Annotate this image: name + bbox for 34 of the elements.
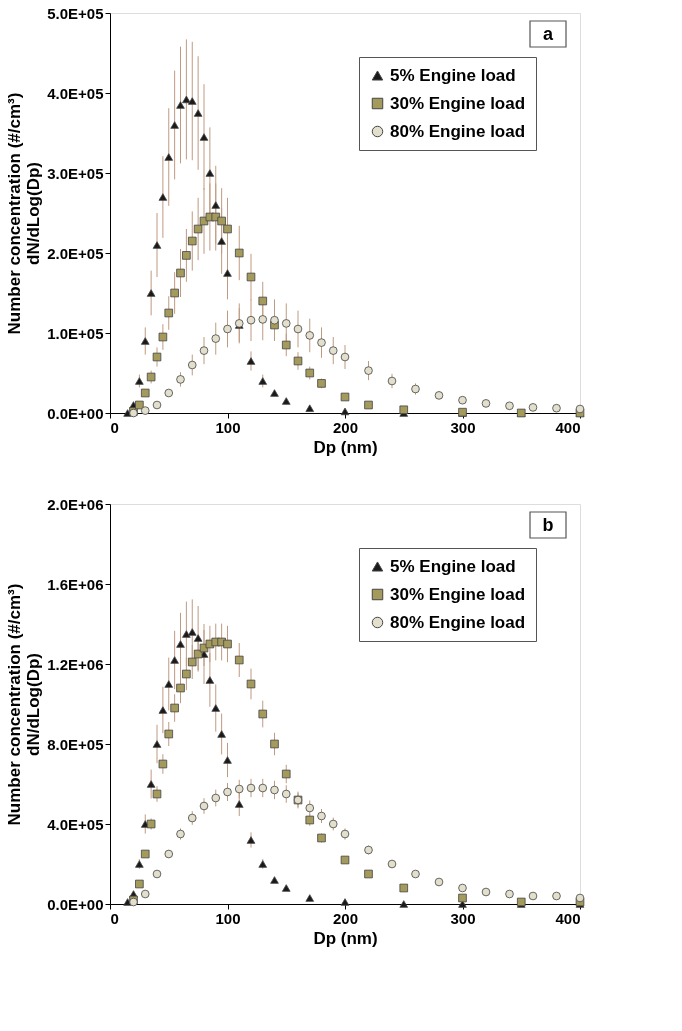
y-tick-label: 1.6E+06	[47, 575, 104, 593]
x-tick-label: 0	[110, 418, 119, 436]
y-tick-label: 8.0E+05	[47, 735, 104, 753]
x-tick-label: 300	[450, 909, 476, 927]
x-tick-label: 0	[110, 909, 119, 927]
y-tick-label: 1.0E+05	[47, 324, 104, 342]
annotation: b	[542, 515, 554, 535]
x-axis-title: Dp (nm)	[313, 437, 378, 457]
y-tick-label: 4.0E+05	[47, 84, 104, 102]
y-tick-label: 0.0E+00	[47, 895, 104, 913]
legend-label: 80% Engine load	[390, 612, 526, 632]
x-axis-title: Dp (nm)	[313, 928, 378, 948]
x-tick-label: 100	[215, 909, 241, 927]
x-tick-label: 400	[555, 418, 581, 436]
x-tick-label: 300	[450, 418, 476, 436]
legend-label: 5% Engine load	[390, 65, 516, 85]
x-tick-label: 200	[332, 909, 359, 927]
y-tick-label: 1.2E+06	[47, 655, 104, 673]
y-axis-title: Number concentration (#/cm³) dN/dLog(Dp)	[5, 583, 44, 826]
x-tick-label: 200	[332, 418, 359, 436]
x-tick-label: 400	[555, 909, 581, 927]
y-tick-label: 2.0E+05	[47, 244, 104, 262]
y-tick-label: 2.0E+06	[47, 495, 104, 513]
y-axis-title: Number concentration (#/cm³) dN/dLog(Dp)	[5, 92, 44, 335]
legend-label: 5% Engine load	[390, 556, 516, 576]
annotation: a	[542, 24, 554, 44]
y-tick-label: 5.0E+05	[47, 4, 104, 22]
y-tick-label: 0.0E+00	[47, 404, 104, 422]
x-tick-label: 100	[215, 418, 241, 436]
y-tick-label: 3.0E+05	[47, 164, 104, 182]
legend-label: 80% Engine load	[390, 121, 526, 141]
y-tick-label: 4.0E+05	[47, 815, 104, 833]
legend-label: 30% Engine load	[390, 584, 526, 604]
legend-label: 30% Engine load	[390, 93, 526, 113]
